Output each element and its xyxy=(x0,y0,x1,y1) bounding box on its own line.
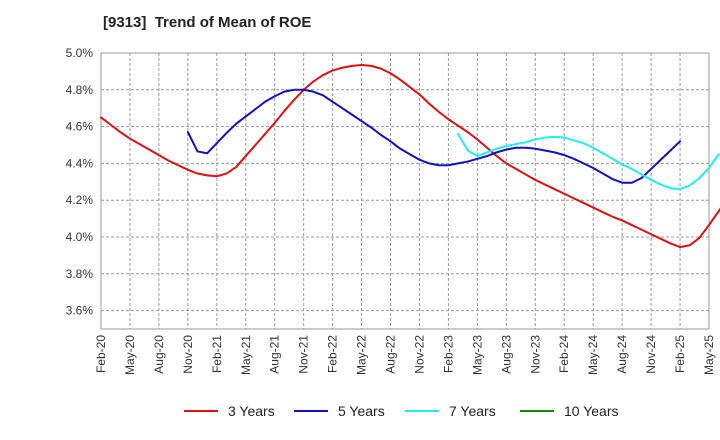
x-axis-labels: Feb-20 May-20 Aug-20 Nov-20 Feb-21 May-21 Aug-… xyxy=(94,335,716,375)
legend: 3 Years 5 Years 7 Years 10 Years xyxy=(0,403,720,427)
x-tick-label: May-23 xyxy=(470,335,484,375)
series-lines xyxy=(100,63,720,249)
x-tick-label: Nov-23 xyxy=(528,335,542,374)
y-tick-label: 3.6% xyxy=(66,304,94,318)
y-tick-label: 4.8% xyxy=(66,83,94,97)
legend-label-5-years: 5 Years xyxy=(338,403,385,419)
plot-area xyxy=(100,52,710,330)
legend-item-7-years: 7 Years xyxy=(405,403,496,419)
x-tick-label: Aug-24 xyxy=(615,335,629,374)
y-tick-label: 4.2% xyxy=(66,193,94,207)
legend-item-3-years: 3 Years xyxy=(184,403,275,419)
x-tick-label: Aug-23 xyxy=(499,335,513,374)
legend-swatch-7-years xyxy=(405,410,439,412)
y-axis-labels: 3.6% 3.8% 4.0% 4.2% 4.4% 4.6% 4.8% 5.0% xyxy=(66,46,94,318)
legend-swatch-10-years xyxy=(520,410,554,412)
x-tick-label: May-24 xyxy=(586,335,600,375)
legend-item-10-years: 10 Years xyxy=(520,403,619,419)
x-tick-label: Nov-20 xyxy=(181,335,195,374)
x-tick-label: May-20 xyxy=(123,335,137,375)
x-tick-label: Feb-21 xyxy=(210,335,224,373)
legend-swatch-5-years xyxy=(294,410,328,412)
series-line-5-years xyxy=(186,88,682,184)
chart-title: [9313] Trend of Mean of ROE xyxy=(103,14,312,31)
y-tick-label: 4.4% xyxy=(66,156,94,170)
x-tick-label: May-21 xyxy=(239,335,253,375)
legend-item-5-years: 5 Years xyxy=(294,403,385,419)
x-tick-label: Aug-20 xyxy=(152,335,166,374)
x-tick-label: Feb-23 xyxy=(441,335,455,373)
y-tick-label: 4.0% xyxy=(66,230,94,244)
x-tick-label: Feb-22 xyxy=(326,335,340,373)
series-line-7-years xyxy=(457,132,720,191)
legend-swatch-3-years xyxy=(184,410,218,412)
x-tick-label: Aug-22 xyxy=(384,335,398,374)
y-tick-label: 5.0% xyxy=(66,46,94,60)
y-tick-label: 3.8% xyxy=(66,267,94,281)
x-tick-label: May-22 xyxy=(355,335,369,375)
x-tick-label: Feb-25 xyxy=(673,335,687,373)
x-tick-label: Aug-21 xyxy=(268,335,282,374)
x-tick-label: Nov-24 xyxy=(644,335,658,374)
legend-label-7-years: 7 Years xyxy=(449,403,496,419)
x-tick-label: Nov-21 xyxy=(297,335,311,374)
x-tick-label: Nov-22 xyxy=(412,335,426,374)
legend-label-3-years: 3 Years xyxy=(228,403,275,419)
y-tick-label: 4.6% xyxy=(66,120,94,134)
legend-label-10-years: 10 Years xyxy=(564,403,619,419)
grid-lines xyxy=(100,52,710,329)
x-tick-label: Feb-24 xyxy=(557,335,571,373)
series-line-3-years xyxy=(100,63,720,249)
x-tick-label: Feb-20 xyxy=(94,335,108,373)
x-tick-label: May-25 xyxy=(702,335,716,375)
